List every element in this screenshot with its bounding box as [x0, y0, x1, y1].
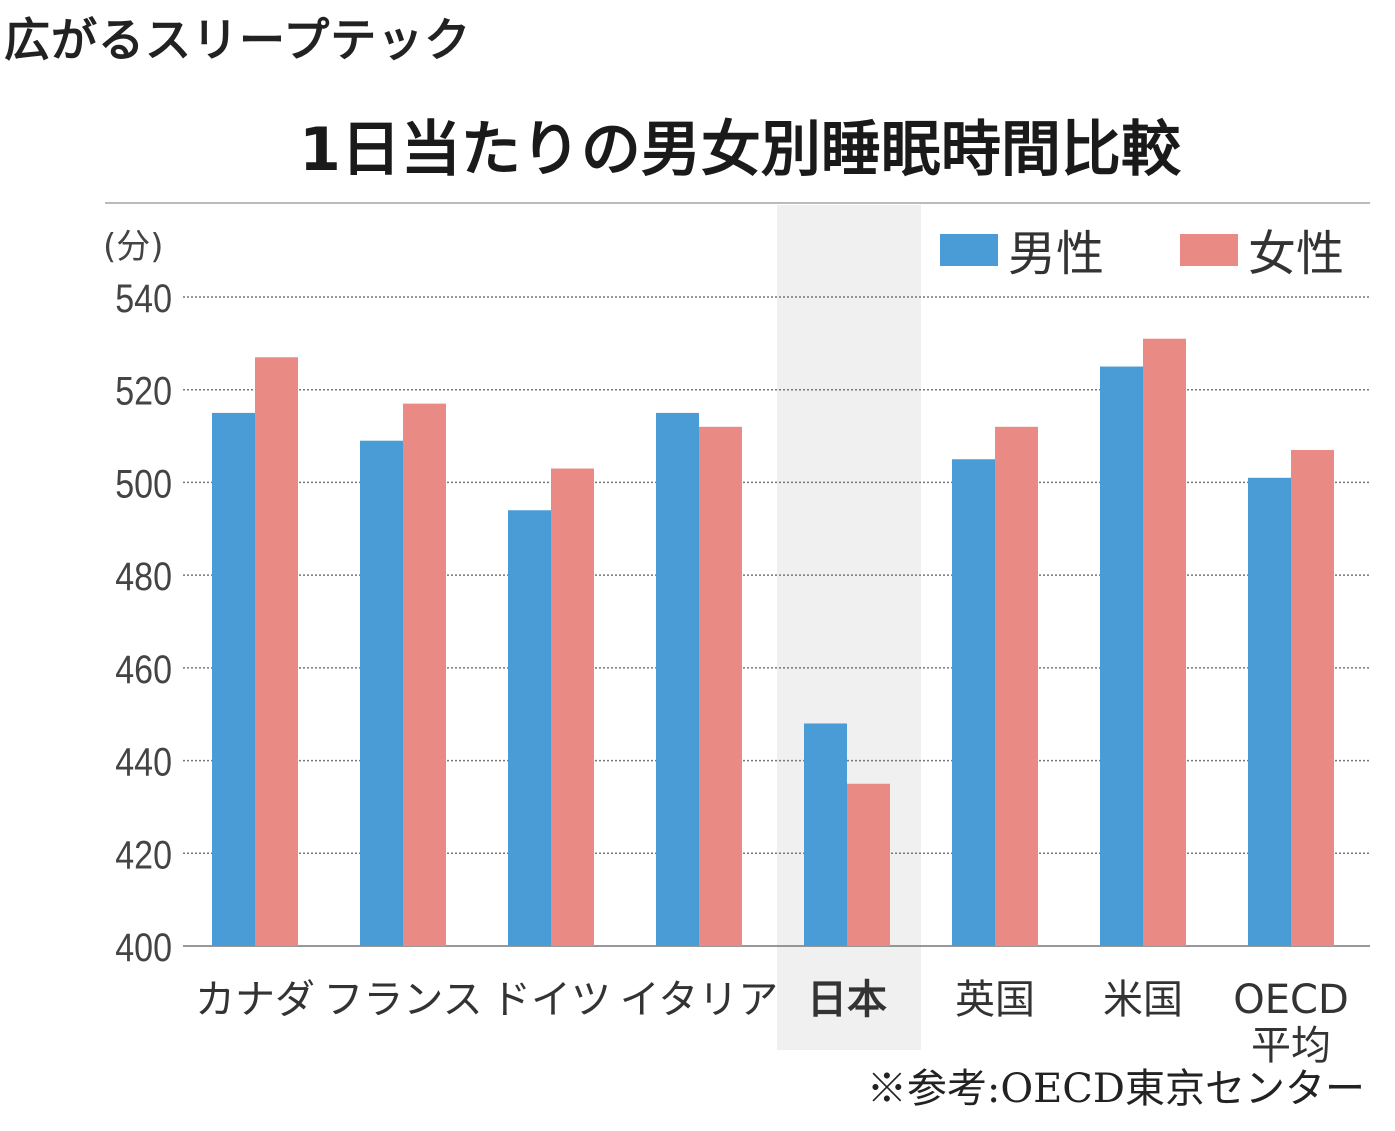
legend-label: 男性 [1008, 226, 1104, 282]
page-title: 広がるスリープテック [4, 13, 472, 67]
y-tick-label: 460 [115, 646, 172, 691]
bar-female [551, 468, 594, 946]
y-tick-label: 480 [115, 554, 172, 599]
x-tick-label: 米国 [1103, 977, 1183, 1023]
bar-male [804, 723, 847, 946]
x-tick-label: ドイツ [491, 977, 611, 1023]
y-tick-label: 400 [115, 924, 172, 969]
x-tick-label: フランス [323, 977, 482, 1023]
bar-male [1100, 366, 1143, 946]
bar-male [952, 459, 995, 946]
bar-male [1248, 477, 1291, 946]
y-tick-label: 520 [115, 368, 172, 413]
legend-label: 女性 [1248, 226, 1344, 282]
bar-female [1143, 338, 1186, 946]
x-tick-label: OECD [1233, 977, 1349, 1023]
bar-female [995, 426, 1038, 946]
x-tick-label: カナダ [195, 977, 315, 1023]
x-tick-label: イタリア [620, 977, 778, 1023]
y-tick-label: 540 [115, 275, 172, 320]
y-axis-label: (分) [103, 227, 164, 267]
y-tick-label: 500 [115, 461, 172, 506]
bar-male [360, 440, 403, 946]
y-tick-label: 420 [115, 832, 172, 877]
x-tick-label: 英国 [955, 977, 1035, 1023]
bar-female [1291, 449, 1334, 946]
bar-female [847, 783, 890, 946]
legend-swatch [940, 234, 998, 266]
legend-swatch [1180, 234, 1238, 266]
chart-title: 1日当たりの男女別睡眠時間比較 [299, 115, 1182, 185]
bar-male [656, 412, 699, 947]
bar-female [403, 403, 446, 946]
source-note: ※参考:OECD東京センター [867, 1066, 1365, 1112]
y-tick-label: 440 [115, 739, 172, 784]
x-tick-label: 日本 [807, 977, 887, 1023]
x-tick-label: 平均 [1251, 1023, 1331, 1069]
bar-female [255, 357, 298, 946]
bar-female [699, 426, 742, 946]
bar-male [508, 510, 551, 946]
bar-male [212, 412, 255, 947]
